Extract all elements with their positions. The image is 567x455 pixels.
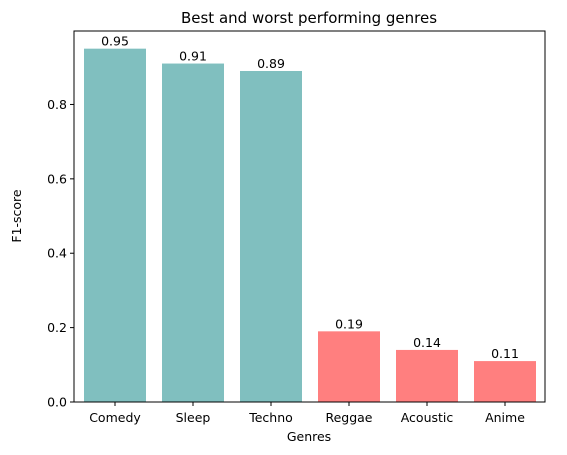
- x-tick-label-comedy: Comedy: [89, 410, 141, 425]
- y-axis-ticks: 0.0 0.2 0.4 0.6 0.8: [47, 97, 74, 410]
- bar-techno: [240, 70, 302, 402]
- y-tick-label: 0.4: [47, 246, 67, 261]
- x-tick-label-reggae: Reggae: [325, 410, 372, 425]
- data-label-anime: 0.11: [491, 346, 519, 361]
- x-tick-label-sleep: Sleep: [176, 410, 211, 425]
- data-label-acoustic: 0.14: [413, 335, 441, 350]
- x-tick-label-anime: Anime: [485, 410, 525, 425]
- data-label-comedy: 0.95: [101, 34, 129, 49]
- y-tick-label: 0.0: [47, 395, 67, 410]
- bars-group: 0.95 0.91 0.89 0.19 0.14 0.11: [84, 34, 536, 403]
- x-tick-label-acoustic: Acoustic: [401, 410, 454, 425]
- x-axis-label: Genres: [287, 429, 331, 444]
- x-tick-label-techno: Techno: [248, 410, 293, 425]
- data-label-techno: 0.89: [257, 56, 285, 71]
- chart-title: Best and worst performing genres: [181, 9, 437, 27]
- y-tick-label: 0.6: [47, 171, 67, 186]
- bar-sleep: [162, 63, 224, 403]
- plot-frame: [73, 30, 546, 403]
- y-tick-label: 0.8: [47, 97, 67, 112]
- data-label-reggae: 0.19: [335, 316, 363, 331]
- bar-comedy: [84, 48, 146, 403]
- bar-anime: [474, 361, 536, 402]
- data-label-sleep: 0.91: [179, 49, 207, 64]
- bar-reggae: [318, 331, 380, 402]
- x-axis-ticks: Comedy Sleep Techno Reggae Acoustic Anime: [89, 402, 525, 425]
- y-axis-label: F1-score: [9, 189, 24, 243]
- y-tick-label: 0.2: [47, 320, 67, 335]
- bar-acoustic: [396, 349, 458, 402]
